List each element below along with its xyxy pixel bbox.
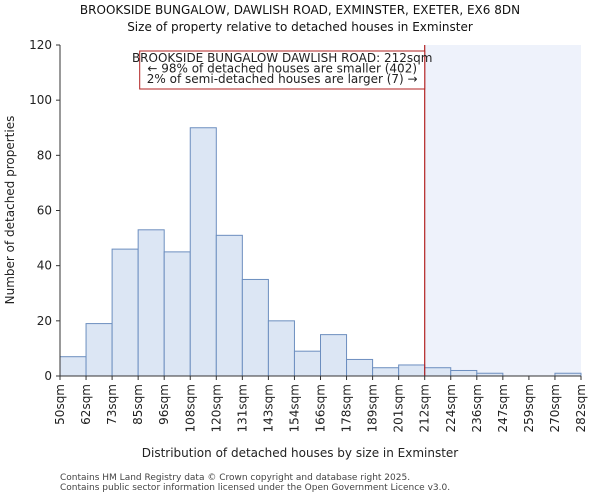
- y-tick-label: 100: [29, 93, 52, 107]
- bar: [372, 367, 400, 377]
- x-tick-label: 247sqm: [496, 384, 510, 432]
- x-tick-label: 108sqm: [183, 384, 197, 432]
- x-tick-label: 120sqm: [209, 384, 223, 432]
- bar: [398, 364, 426, 377]
- bar: [267, 320, 295, 377]
- x-tick-label: 189sqm: [366, 384, 380, 432]
- annotation-box: BROOKSIDE BUNGALOW DAWLISH ROAD: 212sqm …: [132, 50, 432, 90]
- x-tick-label: 270sqm: [548, 384, 562, 432]
- y-tick-label: 20: [37, 314, 52, 328]
- x-tick-label: 282sqm: [574, 384, 588, 432]
- bar: [111, 248, 139, 377]
- x-tick-label: 50sqm: [53, 384, 67, 425]
- x-axis-label: Distribution of detached houses by size …: [142, 446, 459, 460]
- bar: [59, 356, 87, 377]
- chart-subtitle: Size of property relative to detached ho…: [127, 20, 473, 34]
- footer-licence: Contains public sector information licen…: [60, 483, 451, 493]
- chart-title: BROOKSIDE BUNGALOW, DAWLISH ROAD, EXMINS…: [80, 3, 520, 17]
- bar: [163, 251, 191, 377]
- x-tick-label: 85sqm: [131, 384, 145, 425]
- x-tick-label: 96sqm: [157, 384, 171, 425]
- footer-copyright: Contains HM Land Registry data © Crown c…: [60, 473, 411, 483]
- y-tick-label: 40: [37, 259, 52, 273]
- bar: [293, 350, 322, 377]
- annotation-line-smaller: ← 98% of detached houses are smaller (40…: [147, 62, 417, 76]
- x-tick-label: 224sqm: [444, 384, 458, 432]
- bar: [424, 367, 452, 377]
- x-tick-label: 62sqm: [79, 384, 93, 425]
- y-tick-label: 60: [37, 204, 52, 218]
- x-tick-label: 73sqm: [105, 384, 119, 425]
- x-tick-label: 131sqm: [235, 384, 249, 432]
- y-tick-label: 80: [37, 148, 52, 162]
- annotation-line-property: BROOKSIDE BUNGALOW DAWLISH ROAD: 212sqm: [132, 51, 432, 65]
- x-tick-label: 236sqm: [470, 384, 484, 432]
- highlight-region: [424, 45, 581, 376]
- bar: [215, 234, 243, 377]
- y-tick-label: 0: [44, 369, 52, 383]
- x-tick-label: 178sqm: [340, 384, 354, 432]
- x-tick-label: 259sqm: [522, 384, 536, 432]
- bar: [320, 334, 348, 377]
- annotation-line-larger: 2% of semi-detached houses are larger (7…: [147, 72, 418, 86]
- x-tick-label: 154sqm: [287, 384, 301, 432]
- x-tick-label: 143sqm: [261, 384, 275, 432]
- bar: [137, 229, 165, 377]
- bar: [189, 127, 217, 377]
- y-tick-label: 120: [29, 38, 52, 52]
- bar: [85, 323, 113, 377]
- bar: [450, 369, 478, 377]
- x-tick-label: 201sqm: [392, 384, 406, 432]
- x-tick-label: 212sqm: [418, 384, 432, 432]
- x-tick-label: 166sqm: [314, 384, 328, 432]
- bar: [346, 358, 374, 377]
- y-axis-label: Number of detached properties: [3, 116, 17, 305]
- bar: [241, 278, 269, 377]
